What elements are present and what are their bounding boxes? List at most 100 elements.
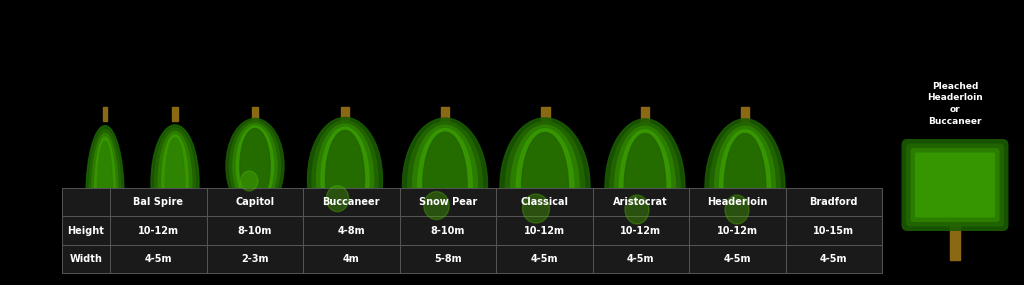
- Ellipse shape: [516, 129, 573, 245]
- Ellipse shape: [237, 126, 273, 206]
- Text: Aristocrat: Aristocrat: [613, 197, 668, 207]
- Text: 5-8m: 5-8m: [434, 254, 462, 264]
- Bar: [641, 107, 649, 124]
- Ellipse shape: [89, 129, 121, 261]
- Ellipse shape: [424, 192, 450, 220]
- Bar: [252, 107, 258, 122]
- FancyBboxPatch shape: [906, 144, 1004, 227]
- Ellipse shape: [418, 129, 472, 241]
- Bar: [207, 216, 303, 245]
- Text: Width: Width: [70, 254, 102, 264]
- Bar: [689, 188, 785, 216]
- Text: 10-12m: 10-12m: [717, 225, 758, 235]
- Ellipse shape: [151, 125, 199, 242]
- Bar: [110, 245, 207, 273]
- Bar: [110, 216, 207, 245]
- Text: 4m: 4m: [343, 254, 359, 264]
- Ellipse shape: [166, 138, 184, 229]
- Ellipse shape: [92, 133, 119, 257]
- Ellipse shape: [610, 123, 680, 253]
- Ellipse shape: [413, 125, 477, 244]
- Ellipse shape: [312, 121, 378, 238]
- Ellipse shape: [86, 126, 124, 265]
- Text: 10-15m: 10-15m: [813, 225, 854, 235]
- Bar: [440, 107, 450, 123]
- Ellipse shape: [625, 195, 649, 224]
- Text: 10-12m: 10-12m: [621, 225, 662, 235]
- Ellipse shape: [158, 131, 191, 235]
- Text: 4-8m: 4-8m: [338, 225, 366, 235]
- Ellipse shape: [511, 125, 580, 249]
- Text: Buccaneer: Buccaneer: [323, 197, 380, 207]
- Ellipse shape: [614, 126, 676, 249]
- Ellipse shape: [423, 132, 467, 237]
- Ellipse shape: [724, 133, 766, 242]
- Text: 10-12m: 10-12m: [138, 225, 179, 235]
- FancyBboxPatch shape: [901, 139, 1009, 231]
- Ellipse shape: [720, 130, 771, 246]
- Bar: [303, 188, 399, 216]
- Bar: [102, 107, 108, 121]
- Ellipse shape: [162, 135, 188, 232]
- Text: Snow Pear: Snow Pear: [419, 197, 477, 207]
- Ellipse shape: [226, 119, 284, 213]
- Text: 8-10m: 8-10m: [430, 225, 465, 235]
- Ellipse shape: [327, 186, 349, 212]
- Text: 4-5m: 4-5m: [724, 254, 751, 264]
- Bar: [496, 216, 593, 245]
- Bar: [399, 216, 496, 245]
- Ellipse shape: [94, 137, 116, 254]
- Bar: [950, 220, 961, 260]
- Ellipse shape: [241, 171, 258, 191]
- Bar: [593, 216, 689, 245]
- Bar: [593, 188, 689, 216]
- Text: 4-5m: 4-5m: [820, 254, 848, 264]
- Bar: [785, 216, 882, 245]
- Ellipse shape: [506, 121, 585, 252]
- Bar: [399, 188, 496, 216]
- Ellipse shape: [402, 118, 487, 251]
- Ellipse shape: [97, 141, 113, 250]
- Text: 8-10m: 8-10m: [238, 225, 272, 235]
- Text: Headerloin: Headerloin: [707, 197, 767, 207]
- Text: Bradford: Bradford: [810, 197, 858, 207]
- Bar: [303, 245, 399, 273]
- Ellipse shape: [307, 117, 383, 241]
- Bar: [207, 245, 303, 273]
- Ellipse shape: [725, 195, 749, 224]
- Ellipse shape: [620, 130, 671, 246]
- Ellipse shape: [408, 122, 482, 248]
- Text: 10-12m: 10-12m: [523, 225, 565, 235]
- Bar: [785, 188, 882, 216]
- Bar: [741, 107, 749, 124]
- Ellipse shape: [522, 194, 550, 223]
- Ellipse shape: [240, 129, 270, 203]
- FancyBboxPatch shape: [915, 152, 995, 217]
- Bar: [496, 245, 593, 273]
- Text: Height: Height: [68, 225, 104, 235]
- Bar: [110, 188, 207, 216]
- Bar: [62, 216, 110, 245]
- Bar: [689, 216, 785, 245]
- Bar: [172, 107, 178, 121]
- Text: 4-5m: 4-5m: [627, 254, 654, 264]
- Text: Capitol: Capitol: [236, 197, 274, 207]
- Ellipse shape: [605, 119, 685, 257]
- Bar: [689, 245, 785, 273]
- Ellipse shape: [155, 128, 196, 239]
- Ellipse shape: [233, 123, 278, 209]
- Bar: [62, 245, 110, 273]
- Text: 2-3m: 2-3m: [241, 254, 268, 264]
- Bar: [785, 245, 882, 273]
- Text: Bal Spire: Bal Spire: [133, 197, 183, 207]
- Ellipse shape: [625, 133, 666, 242]
- Ellipse shape: [100, 233, 110, 272]
- Ellipse shape: [521, 133, 568, 241]
- Ellipse shape: [229, 121, 281, 211]
- Bar: [341, 107, 349, 122]
- Text: Pleached
Headerloin
or
Buccaneer: Pleached Headerloin or Buccaneer: [927, 82, 983, 126]
- Bar: [541, 107, 550, 123]
- Text: Classical: Classical: [520, 197, 568, 207]
- Ellipse shape: [169, 215, 181, 248]
- Ellipse shape: [500, 118, 590, 256]
